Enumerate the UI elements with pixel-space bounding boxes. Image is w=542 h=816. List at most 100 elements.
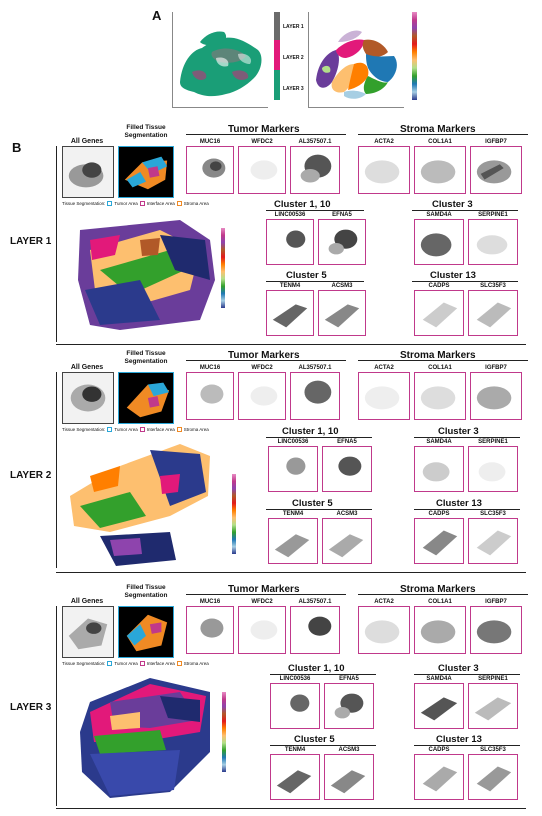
tumor-area-label: Tumor Area [114,661,138,666]
gene-linc00536-l3: LINC00536 [279,676,311,682]
acta2-image-l3 [358,606,410,654]
cluster-13-underline-l1 [412,281,518,282]
interface-area-label: Interface Area [146,427,175,432]
layer-2-legend-label: LAYER 2 [283,55,304,61]
acta2-image-l2 [358,372,410,420]
cluster-5-title-l2: Cluster 5 [292,498,333,509]
cluster-3-title-l3: Cluster 3 [438,663,479,674]
stroma-area-swatch [176,661,182,666]
filled-seg-image-l2 [118,372,174,424]
cluster-13-title-l3: Cluster 13 [436,734,482,745]
gene-al357507-l2: AL357507.1 [298,365,332,371]
layer-1-bottom-rule [56,344,526,345]
gene-cadps-l2: CADPS [428,511,450,517]
layer-3-bracket [56,606,57,806]
tumor-area-swatch [107,661,113,666]
cluster-5-underline-l3 [270,745,376,746]
tumor-area-label: Tumor Area [114,427,138,432]
cluster-1-10-title-l3: Cluster 1, 10 [288,663,345,674]
igfbp7-image-l2 [470,372,522,420]
stroma-area-label: Stroma Area [183,201,209,206]
umap-by-layer-plot [180,31,262,97]
linc00536-image-l2 [268,446,318,492]
cadps-image-l3 [414,754,464,800]
interface-area-label: Interface Area [146,661,175,666]
gene-al357507-l1: AL357507.1 [298,139,332,145]
slc35f3-image-l3 [468,754,518,800]
cluster-13-title-l1: Cluster 13 [430,270,476,281]
acsm3-image-l3 [324,754,374,800]
linc00536-image-l1 [266,219,314,265]
efna5-image-l2 [322,446,372,492]
cluster-1-10-underline-l2 [266,437,372,438]
tumor-markers-underline-l2 [186,360,346,361]
tumor-markers-underline-l3 [186,594,346,595]
cluster-3-underline-l1 [412,210,518,211]
acsm3-image-l2 [322,518,372,564]
all-genes-title-l3: All Genes [70,598,104,605]
all-genes-image-l3 [62,606,114,658]
gene-acta2-l1: ACTA2 [374,139,394,145]
filled-seg-title-l3: Filled Tissue Segmentation [124,584,168,599]
muc16-image-l1 [186,146,234,194]
cluster-colorbar-l2 [232,474,236,554]
tumor-markers-underline-l1 [186,134,346,135]
all-genes-title-l1: All Genes [70,138,104,145]
serpine1-image-l3 [468,683,518,729]
cadps-image-l1 [414,290,464,336]
gene-tenm4-l2: TENM4 [282,511,304,517]
cluster-1-10-underline-l3 [270,674,376,675]
panel-b-letter: B [12,140,22,155]
layer-1-legend-label: LAYER 1 [283,24,304,30]
cluster-1-10-underline-l1 [266,210,364,211]
tumor-area-label: Tumor Area [114,201,138,206]
wfdc2-image-l2 [238,372,286,420]
tumor-area-swatch [107,427,113,432]
gene-efna5-l3: EFNA5 [339,676,359,682]
tenm4-image-l3 [270,754,320,800]
layer-3-bottom-rule [56,808,526,809]
efna5-image-l3 [324,683,374,729]
seg-legend-title: Tissue Segmentation: [62,201,106,206]
gene-serpine1-l1: SERPINE1 [478,212,508,218]
gene-tenm4-l3: TENM4 [284,747,306,753]
cluster-1-10-title-l2: Cluster 1, 10 [282,426,339,437]
col1a1-image-l3 [414,606,466,654]
gene-acsm3-l2: ACSM3 [336,511,358,517]
umap-by-cluster [308,12,404,108]
stroma-area-label: Stroma Area [183,661,209,666]
cluster-colorbar-l1 [221,228,225,308]
wfdc2-image-l3 [238,606,286,654]
cluster-colorbar-l3 [222,692,226,772]
stroma-area-swatch [176,201,182,206]
interface-area-swatch [139,661,145,666]
gene-samd4a-l1: SAMD4A [426,212,452,218]
all-genes-image-l1 [62,146,114,198]
gene-cadps-l3: CADPS [428,747,450,753]
gene-muc16-l3: MUC16 [199,599,221,605]
gene-wfdc2-l1: WFDC2 [251,139,273,145]
layer-color-bar [274,12,280,100]
serpine1-image-l2 [468,446,518,492]
acsm3-image-l1 [318,290,366,336]
samd4a-image-l3 [414,683,464,729]
col1a1-image-l1 [414,146,466,194]
gene-wfdc2-l2: WFDC2 [251,365,273,371]
al357507-image-l1 [290,146,340,194]
gene-col1a1-l2: COL1A1 [428,365,452,371]
interface-area-swatch [139,201,145,206]
stroma-markers-title-l2: Stroma Markers [400,350,476,361]
slc35f3-image-l1 [468,290,518,336]
umap-cluster-colorbar [412,12,417,100]
stroma-area-swatch [176,427,182,432]
filled-seg-title-l1: Filled Tissue Segmentation [124,124,168,139]
samd4a-image-l1 [414,219,464,265]
linc00536-image-l3 [270,683,320,729]
gene-serpine1-l2: SERPINE1 [478,439,508,445]
gene-slc35f3-l1: SLC35F3 [480,283,506,289]
cluster-13-underline-l2 [414,509,520,510]
tumor-markers-title-l1: Tumor Markers [228,124,300,135]
stroma-area-label: Stroma Area [183,427,209,432]
muc16-image-l3 [186,606,234,654]
cluster-5-title-l1: Cluster 5 [286,270,327,281]
